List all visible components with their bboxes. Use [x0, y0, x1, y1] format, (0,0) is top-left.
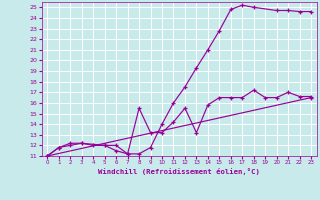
X-axis label: Windchill (Refroidissement éolien,°C): Windchill (Refroidissement éolien,°C): [98, 168, 260, 175]
